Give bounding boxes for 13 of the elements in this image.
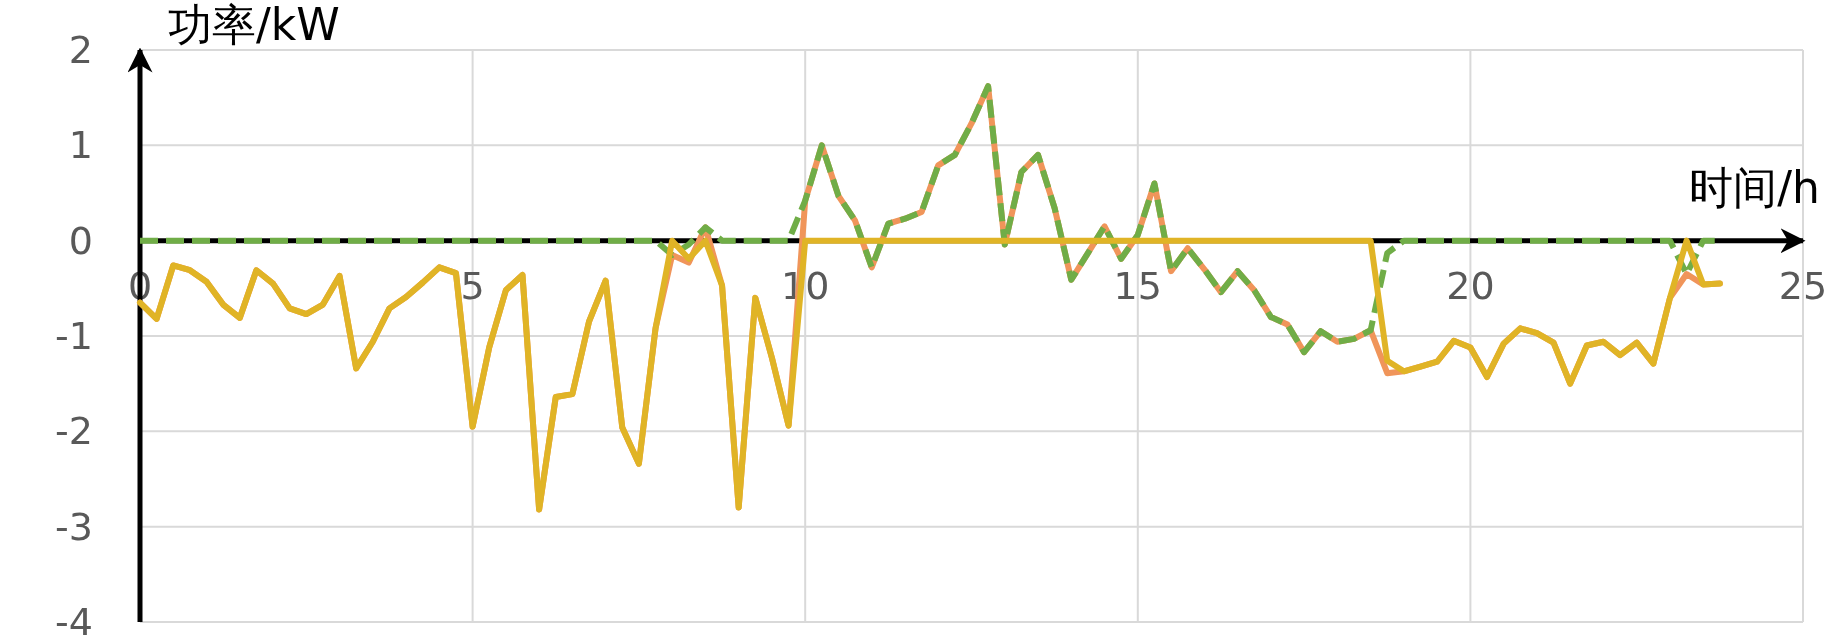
- x-tick-label: 25: [1778, 263, 1828, 308]
- y-tick-label: -3: [55, 504, 93, 549]
- y-tick-label: 2: [68, 28, 93, 72]
- y-tick-label: -1: [55, 314, 93, 358]
- y-tick-label: 1: [68, 123, 93, 168]
- y-tick-label: -4: [55, 600, 93, 638]
- x-tick-label: 5: [460, 263, 485, 308]
- x-axis-title: 时间/h: [1689, 161, 1820, 213]
- y-axis-title: 功率/kW: [168, 0, 340, 50]
- y-tick-label: -2: [55, 409, 93, 454]
- x-tick-label: 20: [1446, 263, 1495, 308]
- y-tick-label: 0: [68, 218, 93, 263]
- x-tick-label: 15: [1113, 263, 1162, 308]
